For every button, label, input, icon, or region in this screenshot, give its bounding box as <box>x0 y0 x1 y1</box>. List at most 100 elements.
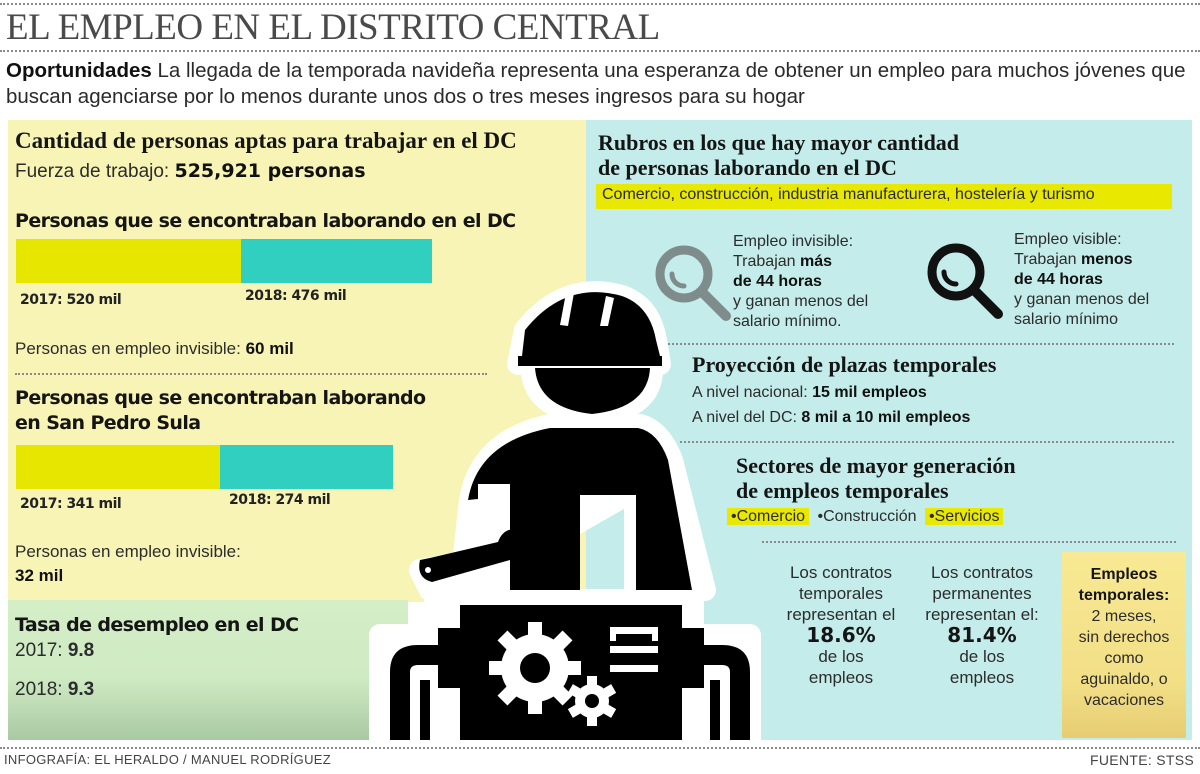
rubros-heading-line1: Rubros en los que hay mayor cantidad <box>598 130 960 155</box>
sectors-heading-line1: Sectores de mayor generación <box>736 453 1016 478</box>
temp-jobs-box <box>1062 552 1186 738</box>
source: FUENTE: STSS <box>1090 752 1194 768</box>
intro-paragraph: Oportunidades La llegada de la temporada… <box>6 58 1196 110</box>
dc-heading: Personas que se encontraban laborando en… <box>15 210 516 232</box>
rubros-list: Comercio, construcción, industria manufa… <box>596 184 1172 209</box>
workforce-line: Fuerza de trabajo: 525,921 personas <box>15 160 366 183</box>
dc-invisible-value: 60 mil <box>245 339 294 358</box>
left-divider <box>15 373 487 375</box>
unemployment-2018-value: 9.3 <box>67 679 95 700</box>
workforce-heading: Cantidad de personas aptas para trabajar… <box>15 128 517 153</box>
projection-national-value: 15 mil empleos <box>812 384 927 401</box>
projection-heading: Proyección de plazas temporales <box>692 352 997 377</box>
projection-dc-value: 8 mil a 10 mil empleos <box>801 409 971 426</box>
invisible-line2-pre: Trabajan <box>733 253 800 270</box>
temp-contracts-l3: representan el <box>786 605 896 624</box>
perm-contracts-l2: permanentes <box>932 584 1032 603</box>
invisible-employment-text: Empleo invisible: Trabajan más de 44 hor… <box>733 232 868 332</box>
unemployment-2017: 2017: 9.8 <box>15 640 94 662</box>
temp-contracts-l1: Los contratos <box>789 563 893 582</box>
unemployment-2018: 2018: 9.3 <box>15 679 94 701</box>
sps-heading-line1: Personas que se encontraban laborando <box>15 387 426 409</box>
perm-contracts-l3: representan el: <box>925 605 1039 624</box>
rubros-heading: Rubros en los que hay mayor cantidad de p… <box>598 130 959 180</box>
rubros-heading-line2: de personas laborando en el DC <box>598 155 897 180</box>
sectors-heading-line2: de empleos temporales <box>736 478 949 503</box>
invisible-line5: salario mínimo. <box>733 313 842 330</box>
title-divider <box>0 50 1200 52</box>
sector-comercio: •Comercio <box>727 508 810 525</box>
sps-heading-line2: en San Pedro Sula <box>15 412 201 434</box>
visible-title: Empleo visible: <box>1014 231 1122 248</box>
bar-sps-2018 <box>220 445 393 489</box>
dc-invisible-line: Personas en empleo invisible: 60 mil <box>15 339 294 359</box>
sps-2017-label: 2017: 341 mil <box>20 496 122 512</box>
visible-line2-bold: menos <box>1081 251 1133 268</box>
workforce-label: Fuerza de trabajo: <box>15 161 175 182</box>
sps-invisible-label: Personas en empleo invisible: <box>15 542 241 561</box>
sector-servicios: •Servicios <box>924 508 1004 525</box>
sector-construccion: •Construcción <box>817 508 917 525</box>
projection-national-label: A nivel nacional: <box>692 384 813 401</box>
magnifier-black-icon <box>927 243 1003 319</box>
temp-jobs-l5: vacaciones <box>1083 692 1165 709</box>
visible-line2-pre: Trabajan <box>1014 251 1081 268</box>
projection-national: A nivel nacional: 15 mil empleos <box>692 384 927 402</box>
credit: INFOGRAFÍA: EL HERALDO / MANUEL RODRÍGUE… <box>4 752 331 767</box>
magnifier-gray-icon <box>655 245 731 321</box>
sectors-heading: Sectores de mayor generación de empleos t… <box>736 453 1016 503</box>
right-divider-3 <box>762 541 1176 543</box>
unemployment-2017-value: 9.8 <box>67 640 95 661</box>
unemployment-panel <box>8 600 408 740</box>
invisible-line3: de 44 horas <box>733 273 822 290</box>
unemployment-2018-label: 2018: <box>15 679 68 700</box>
perm-contracts-l1: Los contratos <box>930 563 1034 582</box>
sps-heading: Personas que se encontraban laborando en … <box>15 386 426 436</box>
workforce-value: 525,921 personas <box>174 160 366 182</box>
dc-2017-label: 2017: 520 mil <box>20 292 122 308</box>
unemployment-2017-label: 2017: <box>15 640 68 661</box>
temp-jobs-l1: 2 meses, <box>1091 608 1157 625</box>
intro-lead: Oportunidades <box>6 59 152 82</box>
bar-dc-2017 <box>16 239 241 283</box>
temp-jobs-h2: temporales: <box>1078 587 1170 604</box>
temp-jobs-l3: como <box>1104 650 1144 667</box>
temp-contracts-pct: 18.6% <box>806 623 876 647</box>
sps-invisible-value: 32 mil <box>15 566 64 585</box>
footer-divider <box>0 747 1200 749</box>
temp-contracts-l5: empleos <box>808 668 874 687</box>
invisible-line4: y ganan menos del <box>733 293 869 310</box>
temp-contracts-l2: temporales <box>798 584 884 603</box>
invisible-title: Empleo invisible: <box>733 233 854 250</box>
temp-jobs-l2: sin derechos <box>1078 629 1170 646</box>
sectors-list: •Comercio •Construcción •Servicios <box>727 508 1004 526</box>
temp-jobs-l4: aguinaldo, o <box>1080 671 1168 688</box>
bar-dc-2018 <box>241 239 432 283</box>
temp-contracts-l4: de los <box>818 647 864 666</box>
visible-line4: y ganan menos del <box>1014 291 1150 308</box>
temp-jobs: Empleos temporales: 2 meses, sin derecho… <box>1064 564 1184 711</box>
perm-contracts-pct: 81.4% <box>947 623 1017 647</box>
visible-employment-text: Empleo visible: Trabajan menos de 44 hor… <box>1014 230 1149 330</box>
perm-contracts-l5: empleos <box>949 668 1015 687</box>
construction-worker-icon <box>369 281 761 740</box>
unemployment-heading: Tasa de desempleo en el DC <box>15 614 299 636</box>
top-divider <box>0 3 1200 5</box>
invisible-line2-bold: más <box>800 253 833 270</box>
page-title: EL EMPLEO EN EL DISTRITO CENTRAL <box>6 7 660 48</box>
dc-invisible-label: Personas en empleo invisible: <box>15 339 246 358</box>
temp-jobs-h1: Empleos <box>1090 566 1158 583</box>
perm-contracts-l4: de los <box>959 647 1005 666</box>
temp-contracts: Los contratos temporales representan el … <box>776 562 906 688</box>
invisible-line2: Trabajan más <box>733 252 868 272</box>
intro-text: La llegada de la temporada navideña repr… <box>6 59 1186 108</box>
visible-line3: de 44 horas <box>1014 271 1103 288</box>
dc-2018-label: 2018: 476 mil <box>245 288 347 304</box>
right-divider-1 <box>664 343 1174 345</box>
projection-dc: A nivel del DC: 8 mil a 10 mil empleos <box>692 409 970 427</box>
right-divider-2 <box>680 441 1174 443</box>
projection-dc-label: A nivel del DC: <box>692 409 802 426</box>
visible-line2: Trabajan menos <box>1014 250 1149 270</box>
visible-line5: salario mínimo <box>1014 311 1119 328</box>
bar-sps-2017 <box>16 445 220 489</box>
